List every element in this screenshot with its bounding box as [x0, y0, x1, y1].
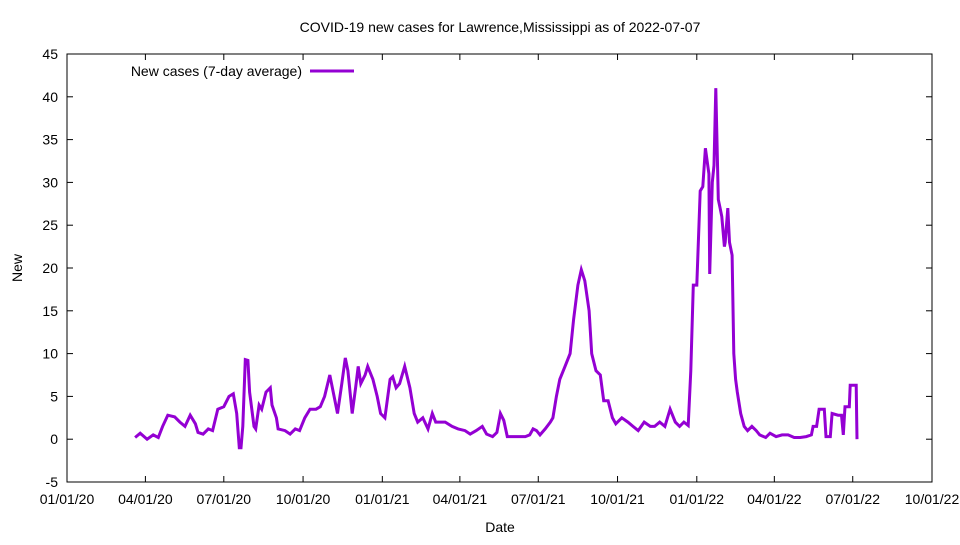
x-tick-label: 07/01/22	[825, 491, 880, 507]
x-tick-label: 04/01/20	[118, 491, 173, 507]
x-tick-label: 10/01/20	[276, 491, 331, 507]
y-tick-label: 30	[42, 174, 58, 190]
x-tick-label: 10/01/22	[905, 491, 960, 507]
y-tick-label: 15	[42, 303, 58, 319]
legend-label: New cases (7-day average)	[131, 63, 302, 79]
chart-title: COVID-19 new cases for Lawrence,Mississi…	[300, 19, 701, 35]
x-tick-label: 07/01/20	[197, 491, 252, 507]
y-tick-label: 40	[42, 89, 58, 105]
y-tick-label: -5	[46, 474, 59, 490]
y-axis-label: New	[9, 253, 25, 282]
y-tick-label: 20	[42, 260, 58, 276]
plot-border	[66, 53, 933, 483]
x-tick-label: 04/01/22	[747, 491, 802, 507]
y-tick-label: 35	[42, 132, 58, 148]
y-tick-label: 25	[42, 217, 58, 233]
x-tick-label: 07/01/21	[511, 491, 566, 507]
x-axis: 01/01/20 04/01/20 07/01/20 10/01/20 01/01/21…	[40, 54, 960, 507]
legend: New cases (7-day average)	[131, 63, 354, 79]
y-tick-label: 45	[42, 46, 58, 62]
x-tick-label: 10/01/21	[590, 491, 645, 507]
y-axis: -5 0 5 10 15 20 25 30 35 40 45	[42, 46, 932, 490]
x-tick-label: 01/01/20	[40, 491, 95, 507]
series-line-new-cases	[134, 88, 859, 450]
x-axis-label: Date	[485, 519, 515, 535]
x-tick-label: 01/01/22	[670, 491, 725, 507]
x-tick-label: 04/01/21	[433, 491, 488, 507]
y-tick-label: 10	[42, 346, 58, 362]
y-tick-label: 0	[50, 431, 58, 447]
x-tick-label: 01/01/21	[355, 491, 410, 507]
y-tick-label: 5	[50, 388, 58, 404]
